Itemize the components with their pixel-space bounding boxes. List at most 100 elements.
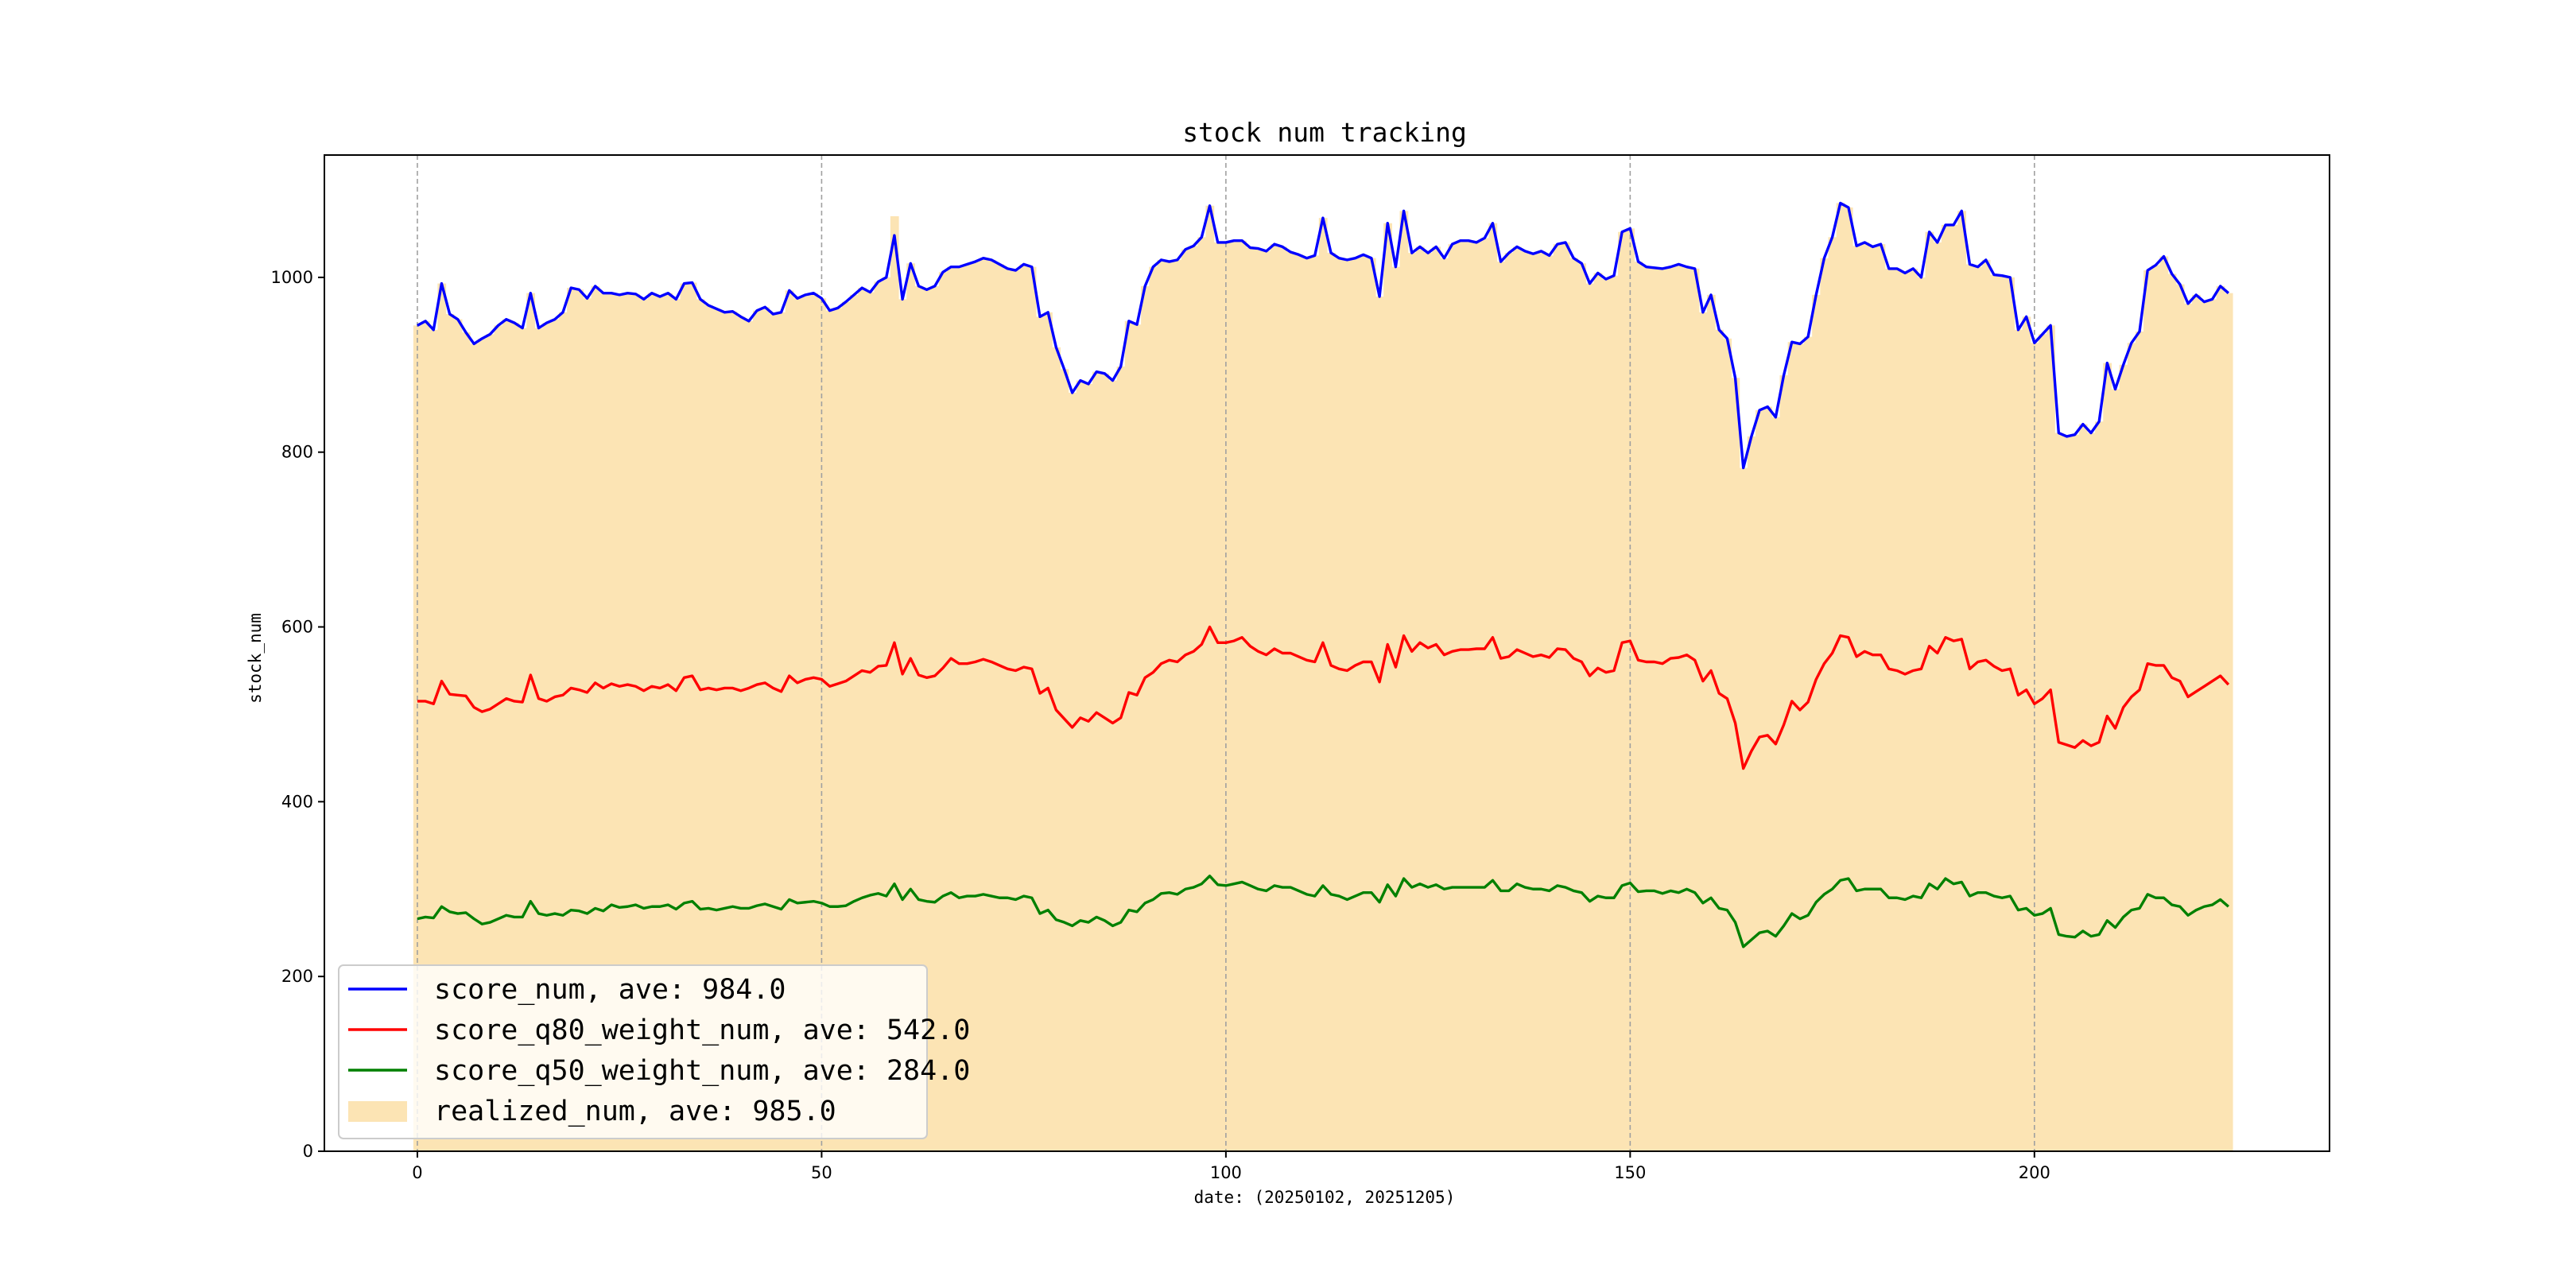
- bar-realized_num-60: [898, 299, 907, 1151]
- bar-realized_num-146: [1593, 273, 1603, 1151]
- bar-realized_num-86: [1108, 380, 1118, 1151]
- bar-realized_num-224: [2224, 293, 2233, 1151]
- bar-realized_num-131: [1472, 242, 1481, 1151]
- bar-realized_num-194: [1981, 259, 1991, 1151]
- bar-realized_num-186: [1917, 277, 1926, 1151]
- y-tick-label-200: 200: [281, 967, 313, 986]
- bar-realized_num-208: [2095, 421, 2104, 1151]
- bar-realized_num-94: [1173, 259, 1182, 1151]
- bar-realized_num-199: [2022, 316, 2031, 1152]
- bar-realized_num-77: [1035, 316, 1045, 1152]
- bar-realized_num-59: [890, 215, 899, 1152]
- bar-realized_num-122: [1399, 211, 1409, 1152]
- bar-realized_num-203: [2054, 433, 2064, 1151]
- bar-realized_num-76: [1027, 266, 1037, 1152]
- bar-realized_num-216: [2159, 256, 2169, 1151]
- bar-realized_num-46: [785, 290, 794, 1151]
- bar-realized_num-193: [1973, 266, 1983, 1152]
- legend-label-realized_num: realized_num, ave: 985.0: [434, 1096, 836, 1127]
- bar-realized_num-149: [1618, 231, 1627, 1152]
- bar-realized_num-3: [437, 283, 447, 1151]
- bar-realized_num-12: [510, 323, 519, 1151]
- bar-realized_num-196: [1998, 275, 2007, 1152]
- bar-realized_num-81: [1068, 392, 1077, 1152]
- bar-realized_num-195: [1989, 274, 1999, 1152]
- bar-realized_num-218: [2175, 284, 2185, 1151]
- bar-realized_num-41: [744, 320, 754, 1152]
- bar-realized_num-163: [1731, 378, 1740, 1151]
- bar-realized_num-159: [1698, 312, 1708, 1152]
- bar-realized_num-174: [1820, 258, 1829, 1152]
- y-tick-label-600: 600: [281, 618, 313, 637]
- bar-realized_num-45: [777, 312, 786, 1152]
- bar-realized_num-147: [1601, 279, 1611, 1152]
- legend-label-score_q50_weight_num: score_q50_weight_num, ave: 284.0: [434, 1055, 970, 1087]
- bar-realized_num-158: [1690, 268, 1700, 1151]
- bar-realized_num-11: [502, 319, 511, 1151]
- x-tick-label-200: 200: [2019, 1163, 2050, 1182]
- bar-realized_num-84: [1092, 371, 1101, 1152]
- bar-realized_num-103: [1246, 247, 1255, 1151]
- line-score_num: [417, 201, 2229, 470]
- bar-realized_num-220: [2192, 294, 2201, 1151]
- y-axis-label: stock_num: [246, 613, 265, 704]
- x-tick-label-100: 100: [1210, 1163, 1242, 1182]
- bar-realized_num-180: [1868, 246, 1878, 1151]
- bar-realized_num-91: [1149, 266, 1158, 1152]
- bar-realized_num-79: [1052, 347, 1061, 1151]
- series-lines: [417, 201, 2230, 949]
- bar-realized_num-102: [1238, 240, 1247, 1152]
- bar-realized_num-33: [680, 283, 689, 1151]
- bar-realized_num-89: [1132, 324, 1142, 1152]
- line-score_q80_weight_num: [417, 625, 2230, 770]
- legend-label-score_q80_weight_num: score_q80_weight_num, ave: 542.0: [434, 1014, 970, 1046]
- bar-realized_num-107: [1278, 246, 1287, 1151]
- bar-realized_num-139: [1537, 250, 1546, 1151]
- bar-realized_num-29: [647, 293, 657, 1151]
- legend-swatch-realized_num: [348, 1101, 407, 1122]
- bar-realized_num-108: [1286, 252, 1295, 1151]
- bar-realized_num-52: [833, 308, 843, 1152]
- bar-realized_num-99: [1213, 242, 1223, 1151]
- bar-realized_num-88: [1124, 320, 1134, 1152]
- bar-realized_num-210: [2111, 389, 2120, 1151]
- bar-realized_num-58: [882, 277, 891, 1151]
- bar-realized_num-171: [1795, 343, 1805, 1151]
- bar-realized_num-80: [1060, 369, 1069, 1151]
- bar-realized_num-113: [1327, 253, 1336, 1152]
- bar-realized_num-189: [1941, 224, 1950, 1152]
- bar-realized_num-148: [1609, 275, 1619, 1152]
- bar-realized_num-142: [1561, 242, 1570, 1151]
- bar-realized_num-132: [1480, 238, 1489, 1151]
- bar-realized_num-7: [470, 343, 479, 1151]
- bar-realized_num-124: [1415, 246, 1425, 1151]
- bar-realized_num-126: [1432, 246, 1441, 1151]
- bar-realized_num-42: [752, 310, 762, 1151]
- bar-realized_num-93: [1165, 262, 1174, 1152]
- bar-realized_num-176: [1836, 203, 1845, 1152]
- legend-label-score_num: score_num, ave: 984.0: [434, 974, 786, 1006]
- bar-realized_num-73: [1003, 268, 1012, 1151]
- bar-realized_num-28: [639, 299, 649, 1151]
- bar-realized_num-120: [1383, 223, 1392, 1152]
- bar-realized_num-56: [866, 292, 875, 1151]
- bar-realized_num-170: [1787, 342, 1797, 1152]
- bar-realized_num-62: [914, 285, 924, 1151]
- bar-realized_num-23: [599, 293, 608, 1151]
- bar-realized_num-18: [558, 312, 568, 1152]
- bar-realized_num-106: [1270, 244, 1279, 1151]
- bar-realized_num-188: [1933, 242, 1942, 1151]
- bar-realized_num-1: [421, 320, 430, 1152]
- x-axis-label: date: (20250102, 20251205): [1194, 1188, 1456, 1207]
- chart-title: stock num tracking: [1182, 117, 1467, 148]
- legend: score_num, ave: 984.0 score_q80_weight_nu…: [338, 964, 970, 1139]
- bar-realized_num-19: [567, 288, 576, 1151]
- bar-realized_num-6: [461, 332, 471, 1151]
- bar-realized_num-57: [874, 281, 883, 1151]
- bar-realized_num-85: [1100, 373, 1110, 1151]
- bar-realized_num-152: [1642, 266, 1651, 1152]
- bar-realized_num-63: [922, 289, 932, 1151]
- bar-realized_num-49: [809, 293, 818, 1151]
- bar-realized_num-38: [720, 312, 730, 1152]
- bar-realized_num-26: [623, 293, 633, 1151]
